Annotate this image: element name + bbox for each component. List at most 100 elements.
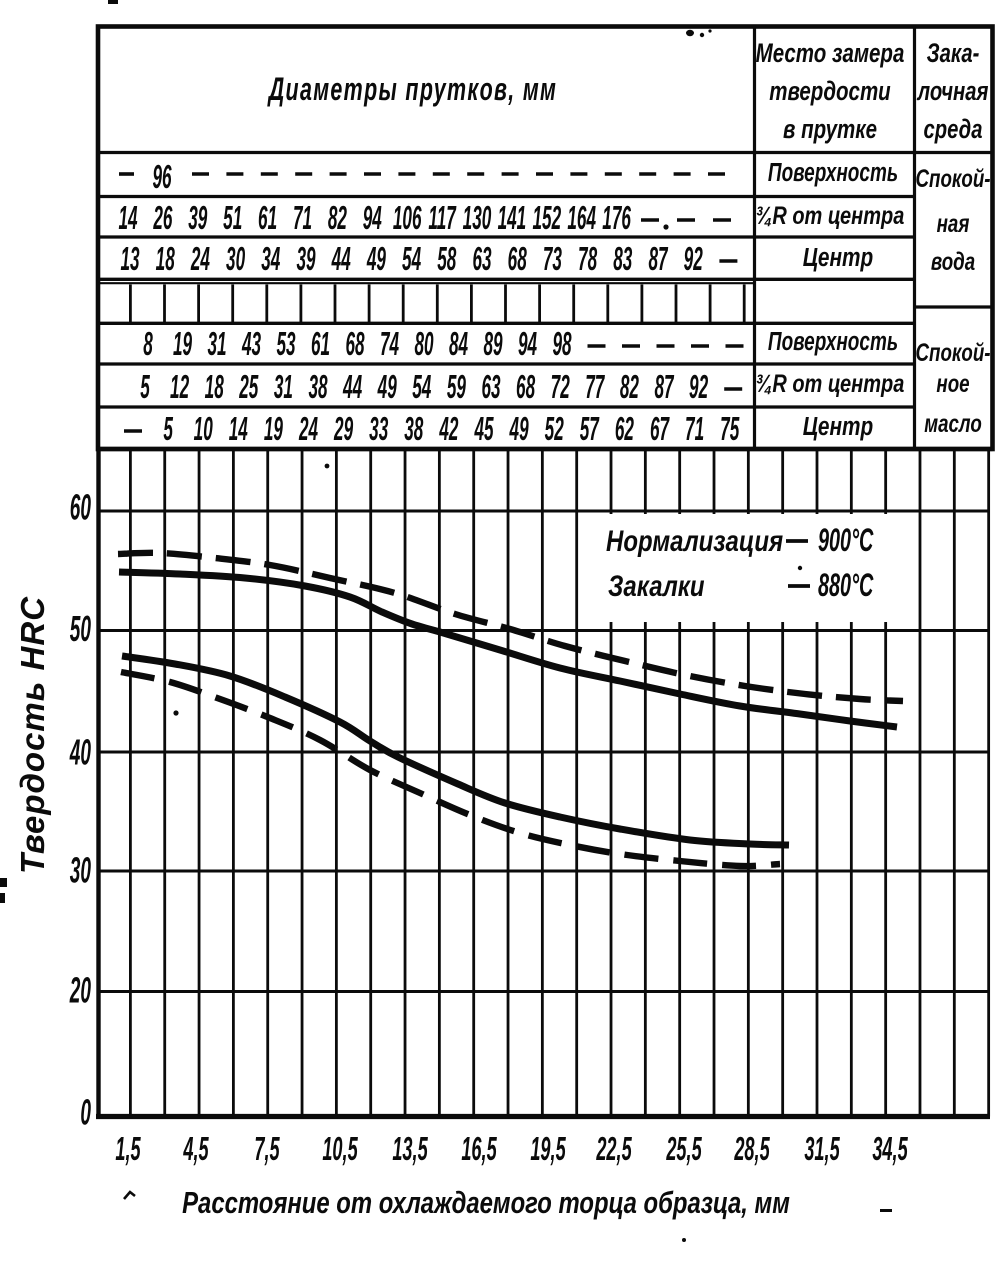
svg-text:80: 80 — [414, 325, 433, 363]
svg-text:16,5: 16,5 — [461, 1130, 497, 1167]
svg-text:84: 84 — [449, 325, 468, 363]
svg-text:78: 78 — [578, 240, 597, 278]
svg-text:68: 68 — [516, 368, 535, 406]
svg-text:61: 61 — [311, 325, 330, 363]
svg-text:43: 43 — [241, 325, 261, 363]
svg-text:¾R от центра: ¾R от центра — [756, 202, 905, 230]
svg-text:Расстояние от охлаждаемого: Расстояние от охлаждаемого торца образца… — [182, 1185, 790, 1220]
svg-text:51: 51 — [223, 199, 242, 237]
svg-text:10,5: 10,5 — [322, 1130, 358, 1167]
svg-text:7,5: 7,5 — [254, 1130, 280, 1167]
svg-text:900°С: 900°С — [818, 522, 874, 558]
svg-text:31: 31 — [274, 368, 293, 406]
svg-text:29: 29 — [333, 410, 353, 448]
svg-text:94: 94 — [363, 199, 382, 237]
svg-text:60: 60 — [70, 488, 91, 528]
svg-text:¾R от центра: ¾R от центра — [756, 370, 905, 398]
svg-text:34,5: 34,5 — [872, 1130, 908, 1167]
svg-text:77: 77 — [585, 368, 605, 406]
svg-text:62: 62 — [615, 410, 634, 448]
svg-text:83: 83 — [613, 240, 632, 278]
svg-text:63: 63 — [481, 368, 500, 406]
svg-text:53: 53 — [276, 325, 295, 363]
svg-text:75: 75 — [720, 410, 739, 448]
svg-text:34: 34 — [261, 240, 280, 278]
svg-text:26: 26 — [153, 199, 173, 237]
svg-text:масло: масло — [924, 409, 982, 437]
svg-text:68: 68 — [508, 240, 527, 278]
svg-text:44: 44 — [342, 368, 362, 406]
svg-text:50: 50 — [70, 610, 91, 650]
svg-text:880°С: 880°С — [818, 567, 874, 603]
svg-text:0: 0 — [80, 1093, 91, 1133]
svg-text:14: 14 — [118, 199, 137, 237]
svg-text:твердости: твердости — [769, 76, 891, 106]
svg-text:94: 94 — [518, 325, 537, 363]
svg-text:19,5: 19,5 — [530, 1130, 566, 1167]
svg-text:вода: вода — [931, 247, 975, 275]
svg-text:117: 117 — [428, 199, 456, 237]
svg-text:30: 30 — [226, 240, 245, 278]
svg-text:20: 20 — [69, 971, 91, 1011]
svg-text:31,5: 31,5 — [804, 1130, 840, 1167]
svg-text:Нормализация: Нормализация — [606, 523, 783, 557]
svg-text:63: 63 — [472, 240, 491, 278]
svg-text:72: 72 — [551, 368, 570, 406]
svg-text:14: 14 — [229, 410, 248, 448]
svg-text:33: 33 — [369, 410, 388, 448]
svg-text:71: 71 — [293, 199, 312, 237]
svg-text:Центр: Центр — [803, 243, 873, 272]
svg-text:28,5: 28,5 — [734, 1130, 771, 1167]
svg-text:141: 141 — [498, 199, 527, 237]
svg-text:61: 61 — [258, 199, 277, 237]
svg-text:1,5: 1,5 — [115, 1130, 141, 1167]
svg-text:164: 164 — [567, 199, 596, 237]
svg-text:5: 5 — [163, 410, 173, 448]
svg-text:10: 10 — [194, 410, 213, 448]
svg-text:152: 152 — [532, 199, 561, 237]
svg-text:87: 87 — [654, 368, 674, 406]
svg-text:71: 71 — [685, 410, 704, 448]
svg-text:30: 30 — [70, 851, 91, 891]
svg-text:52: 52 — [545, 410, 564, 448]
svg-text:130: 130 — [463, 199, 492, 237]
svg-text:18: 18 — [205, 368, 224, 406]
svg-text:96: 96 — [152, 158, 171, 196]
svg-text:24: 24 — [298, 410, 318, 448]
svg-text:в прутке: в прутке — [783, 114, 877, 144]
svg-text:42: 42 — [439, 410, 459, 448]
svg-text:25,5: 25,5 — [666, 1130, 703, 1167]
svg-text:82: 82 — [620, 368, 639, 406]
svg-text:среда: среда — [924, 114, 983, 145]
svg-text:38: 38 — [308, 368, 327, 406]
svg-text:Твердость HRC: Твердость HRC — [14, 596, 51, 874]
svg-text:18: 18 — [156, 240, 175, 278]
svg-text:лочная: лочная — [917, 76, 989, 107]
svg-text:22,5: 22,5 — [596, 1130, 633, 1167]
svg-text:89: 89 — [483, 325, 502, 363]
svg-text:ная: ная — [937, 209, 970, 237]
svg-text:40: 40 — [69, 733, 91, 773]
svg-text:92: 92 — [689, 368, 708, 406]
svg-text:87: 87 — [648, 240, 668, 278]
svg-text:38: 38 — [404, 410, 423, 448]
svg-text:73: 73 — [543, 240, 562, 278]
svg-text:13,5: 13,5 — [392, 1130, 428, 1167]
svg-text:Спокой-: Спокой- — [915, 164, 990, 192]
svg-text:58: 58 — [437, 240, 456, 278]
svg-text:57: 57 — [580, 410, 600, 448]
svg-text:92: 92 — [684, 240, 703, 278]
svg-text:49: 49 — [366, 240, 386, 278]
svg-text:176: 176 — [602, 199, 631, 237]
svg-text:Зака-: Зака- — [927, 38, 980, 69]
svg-text:4,5: 4,5 — [183, 1130, 210, 1167]
svg-text:45: 45 — [474, 410, 494, 448]
svg-text:24: 24 — [190, 240, 210, 278]
svg-text:54: 54 — [402, 240, 421, 278]
svg-text:68: 68 — [345, 325, 364, 363]
svg-text:39: 39 — [296, 240, 315, 278]
svg-text:49: 49 — [377, 368, 397, 406]
svg-text:106: 106 — [393, 199, 422, 237]
svg-text:82: 82 — [328, 199, 347, 237]
svg-text:67: 67 — [650, 410, 670, 448]
